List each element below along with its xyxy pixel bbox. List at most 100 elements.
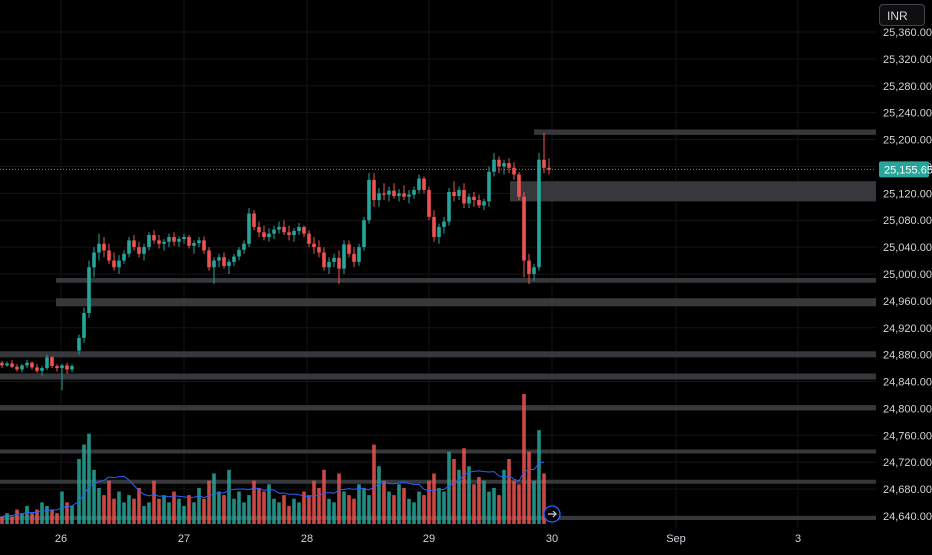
candle-body: [282, 226, 286, 233]
candle: [202, 236, 206, 254]
volume-bar: [332, 502, 336, 524]
candle: [297, 222, 301, 236]
candle-body: [417, 178, 421, 190]
candle-body: [20, 365, 24, 370]
candle: [217, 253, 221, 268]
candle-body: [117, 260, 121, 268]
candle: [257, 221, 261, 238]
volume-bar: [297, 502, 301, 524]
candle-body: [507, 163, 511, 168]
candle-body: [152, 235, 156, 241]
candle-body: [55, 366, 59, 369]
candle: [407, 189, 411, 204]
candle-body: [412, 189, 416, 195]
volume-bar: [447, 451, 451, 524]
volume-bar: [492, 487, 496, 524]
time-tick-label: 3: [795, 533, 801, 545]
price-zone: [0, 479, 876, 484]
candle: [5, 361, 9, 367]
price-axis[interactable]: 25,360.00 25,320.00 25,280.00 25,240.00 25,2…: [883, 27, 932, 523]
volume-bar: [377, 466, 381, 524]
volume-bar: [417, 491, 421, 524]
candle-body: [377, 193, 381, 201]
time-tick-label: 27: [178, 533, 190, 545]
candle-body: [142, 247, 146, 254]
volume-bar: [482, 480, 486, 524]
volume-bar: [142, 505, 146, 524]
volume-bar: [457, 469, 461, 524]
volume-bar: [357, 484, 361, 524]
candle: [25, 360, 29, 369]
volume-bar: [412, 502, 416, 524]
candle-body: [532, 267, 536, 274]
candle-body: [97, 243, 101, 253]
candle: [162, 239, 166, 251]
volume-bar: [442, 491, 446, 524]
candle: [527, 253, 531, 285]
candle: [127, 237, 131, 258]
candle: [207, 247, 211, 271]
volume-bar: [137, 487, 141, 524]
candle-body: [35, 367, 39, 371]
candle-body: [252, 213, 256, 227]
volume-bar: [307, 495, 311, 524]
volume-bar: [327, 498, 331, 524]
volume-bar: [45, 505, 49, 524]
price-zone: [534, 129, 876, 135]
price-tick-label: 24,640.00: [883, 511, 932, 523]
candle: [457, 186, 461, 201]
candle: [332, 253, 336, 268]
volume-bar: [292, 498, 296, 524]
candle-body: [462, 189, 466, 204]
volume-bar: [517, 484, 521, 524]
candle: [107, 243, 111, 264]
volume-bar: [477, 477, 481, 524]
time-axis[interactable]: 26 27 28 29 30 Sep 3: [55, 533, 801, 545]
candle: [537, 153, 541, 271]
volume-bar: [267, 484, 271, 524]
volume-bar: [392, 495, 396, 524]
price-zone: [0, 351, 876, 358]
candle: [482, 198, 486, 211]
scroll-to-realtime-button[interactable]: [543, 505, 561, 523]
volume-bar: [372, 444, 376, 524]
candle: [272, 225, 276, 240]
candle: [177, 236, 181, 248]
candle: [462, 183, 466, 209]
volume-bar: [92, 469, 96, 524]
currency-button[interactable]: INR: [879, 4, 925, 26]
volume-bar: [467, 466, 471, 524]
volume-bar: [272, 498, 276, 524]
candle-body: [222, 257, 226, 266]
price-tick-label: 25,000.00: [883, 269, 932, 281]
candle: [497, 156, 501, 174]
candle-body: [232, 256, 236, 262]
candle: [452, 181, 456, 202]
candle: [242, 240, 246, 254]
volume-bar: [537, 430, 541, 524]
candle: [267, 228, 271, 242]
candle: [152, 230, 156, 244]
volume-bar: [502, 469, 506, 524]
volume-bar: [337, 473, 341, 524]
price-tick-label: 24,760.00: [883, 430, 932, 442]
volume-bar: [352, 498, 356, 524]
candle-body: [352, 253, 356, 262]
candle-body: [517, 174, 521, 197]
candle: [77, 334, 81, 355]
candle-body: [522, 196, 526, 261]
candle-body: [217, 257, 221, 261]
volume-bar: [422, 495, 426, 524]
volume-bar: [157, 498, 161, 524]
candle: [15, 364, 19, 372]
candle-body: [277, 226, 281, 230]
volume-bar: [317, 487, 321, 524]
volume-bar: [82, 444, 86, 524]
volume-bar: [15, 509, 19, 524]
candle-body: [187, 237, 191, 246]
volume-bar: [35, 509, 39, 524]
volume-bar: [10, 516, 14, 524]
candle: [387, 186, 391, 202]
